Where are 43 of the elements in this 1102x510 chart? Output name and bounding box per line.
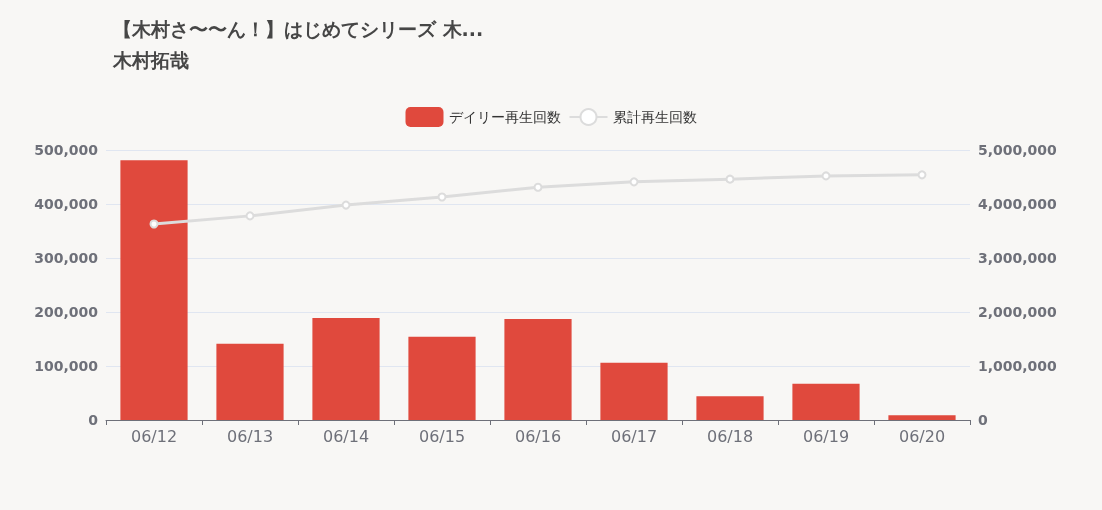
point <box>821 171 831 181</box>
point <box>629 177 639 187</box>
y2-tick-label: 1,000,000 <box>978 358 1058 374</box>
x-tick-label: 06/20 <box>898 426 946 446</box>
y2-tick-label: 5,000,000 <box>978 142 1058 158</box>
bar <box>120 160 188 420</box>
x-tick-label: 06/14 <box>322 426 370 446</box>
x-tick-label: 06/18 <box>706 426 754 446</box>
point <box>245 211 255 221</box>
legend-label: デイリー再生回数 <box>448 109 561 125</box>
y2-tick-label: 3,000,000 <box>978 250 1058 266</box>
bar <box>696 396 764 420</box>
bar <box>312 317 380 420</box>
x-tick-label: 06/19 <box>802 426 850 446</box>
point <box>341 200 351 210</box>
bar <box>216 343 284 420</box>
x-tick-label: 06/17 <box>610 426 658 446</box>
bar <box>792 383 860 420</box>
y-tick-label: 300,000 <box>34 250 99 266</box>
y-tick-label: 100,000 <box>34 358 99 374</box>
chart-title: 【木村さ〜〜ん！】はじめてシリーズ 木... <box>113 17 484 40</box>
x-tick-label: 06/15 <box>418 426 466 446</box>
chart-subtitle: 木村拓哉 <box>112 48 189 71</box>
y-tick-label: 0 <box>88 412 99 428</box>
point <box>437 192 447 202</box>
bar <box>600 362 668 420</box>
y-tick-label: 500,000 <box>34 142 99 158</box>
point <box>149 219 159 229</box>
y-tick-label: 400,000 <box>34 196 99 212</box>
point <box>917 170 927 180</box>
bar <box>408 336 476 420</box>
legend-label: 累計再生回数 <box>612 109 697 125</box>
x-tick-label: 06/16 <box>514 426 562 446</box>
x-tick-label: 06/12 <box>130 426 178 446</box>
x-tick-label: 06/13 <box>226 426 274 446</box>
bar <box>888 415 956 420</box>
point <box>725 174 735 184</box>
y-tick-label: 200,000 <box>34 304 99 320</box>
y2-tick-label: 2,000,000 <box>978 304 1058 320</box>
point <box>533 182 543 192</box>
y2-tick-label: 4,000,000 <box>978 196 1058 212</box>
y2-tick-label: 0 <box>978 412 988 428</box>
bar <box>504 319 572 420</box>
